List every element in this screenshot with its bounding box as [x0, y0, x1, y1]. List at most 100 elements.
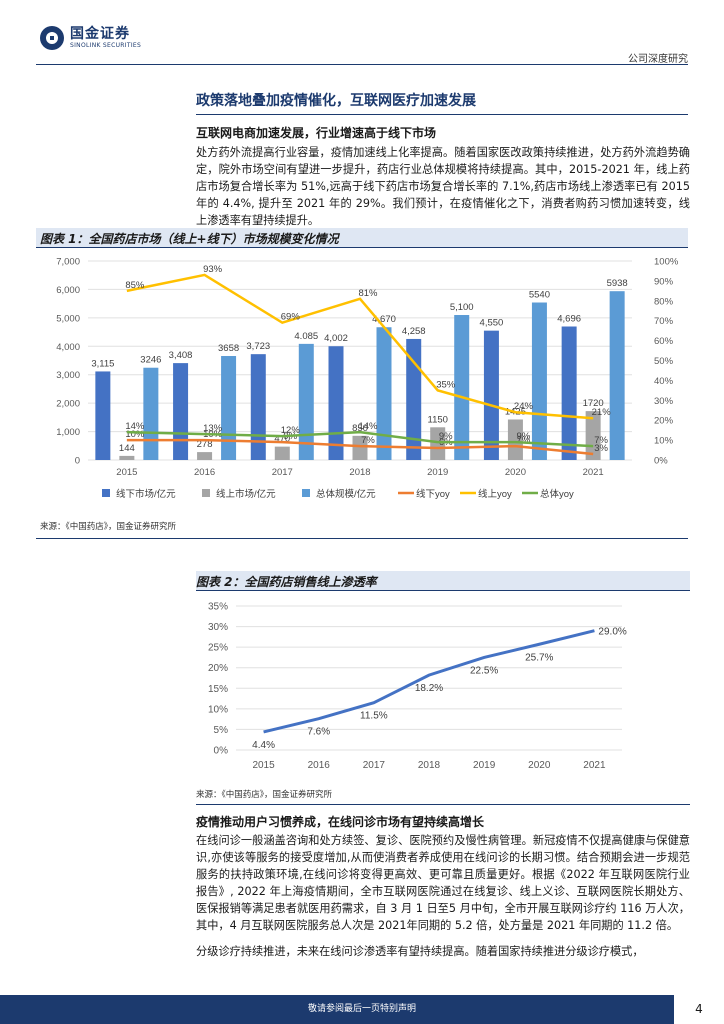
legend-swatch — [102, 489, 110, 497]
paragraph-2: 在线问诊一般涵盖咨询和处方续签、复诊、医院预约及慢性病管理。新冠疫情不仅提高健康… — [196, 834, 690, 932]
figure-1-chart: 0 1,000 2,000 3,000 4,000 5,000 6,000 7,000 0% 10… — [56, 257, 679, 501]
bar — [609, 291, 625, 460]
y2-tick-label: 40% — [654, 376, 674, 387]
bar — [406, 338, 422, 460]
bar-value-label: 3,115 — [91, 358, 114, 369]
bar — [197, 452, 213, 460]
bar-value-label: 3658 — [218, 343, 239, 354]
bar — [585, 411, 601, 460]
footer-disclaimer-link[interactable]: 敬请参阅最后一页特别声明 — [307, 1004, 416, 1014]
section-divider — [196, 114, 688, 115]
y2-tick-label: 60% — [654, 336, 674, 347]
line-value-label: 7% — [517, 435, 531, 446]
y-tick-label: 0% — [214, 746, 229, 757]
figure-2-chart: 0% 5% 10% 15% 20% 25% 30% 35% 2015 2016 2017 2018 20… — [208, 602, 627, 772]
logo-icon — [40, 26, 64, 50]
bar-value-label: 5,100 — [450, 302, 474, 313]
bar — [95, 371, 111, 460]
legend-label: 线上yoy — [478, 488, 512, 500]
bar-value-label: 4.085 — [294, 331, 318, 342]
bar — [298, 343, 314, 460]
y2-tick-label: 10% — [654, 436, 674, 447]
x-tick-label: 2018 — [349, 467, 370, 478]
bar-value-label: 4,670 — [372, 314, 396, 325]
bar — [221, 356, 237, 460]
y2-tick-label: 100% — [654, 257, 679, 268]
x-tick-label: 2016 — [194, 467, 215, 478]
x-tick-label: 2020 — [528, 760, 551, 771]
x-tick-label: 2019 — [473, 760, 496, 771]
legend-label: 总体yoy — [540, 488, 574, 500]
bar — [328, 346, 344, 460]
data-label: 4.4% — [252, 740, 275, 751]
y-tick-label: 6,000 — [56, 285, 80, 296]
line-value-label: 9% — [439, 431, 453, 442]
y-tick-label: 10% — [208, 704, 228, 715]
figure-1-title-bar — [36, 228, 688, 248]
data-label: 11.5% — [360, 711, 388, 722]
x-tick-label: 2021 — [583, 467, 604, 478]
header-divider — [36, 64, 688, 65]
figure-1-source-rule — [36, 538, 688, 539]
y-tick-label: 1,000 — [56, 427, 80, 438]
x-tick-label: 2020 — [505, 467, 526, 478]
bar — [274, 446, 290, 460]
footer-bar — [0, 995, 724, 1024]
y-tick-label: 5% — [214, 725, 229, 736]
x-tick-label: 2017 — [272, 467, 293, 478]
line-value-label: 35% — [436, 379, 456, 390]
subsection-title-1: 互联网电商加速发展，行业增速高于线下市场 — [196, 126, 437, 140]
bar — [250, 354, 266, 460]
y-tick-label: 5,000 — [56, 313, 80, 324]
figure-1-source: 来源：《中国药店》，国金证券研究所 — [40, 522, 177, 532]
bar — [430, 427, 446, 460]
bar — [561, 326, 577, 460]
data-label: 7.6% — [307, 727, 330, 738]
x-tick-label: 2017 — [363, 760, 386, 771]
line-value-label: 24% — [514, 401, 534, 412]
bar — [143, 367, 159, 460]
figure-2-source: 来源：《中国药店》，国金证券研究所 — [196, 790, 333, 800]
bar-value-label: 1720 — [583, 398, 604, 409]
bar-value-label: 144 — [119, 443, 135, 454]
y-tick-label: 2,000 — [56, 399, 80, 410]
line-value-label: 21% — [592, 407, 612, 418]
bar-value-label: 5938 — [607, 278, 628, 289]
y-tick-label: 15% — [208, 684, 228, 695]
section-title: 政策落地叠加疫情催化，互联网医疗加速发展 — [196, 93, 476, 109]
bar-value-label: 470 — [274, 434, 290, 445]
x-tick-label: 2015 — [116, 467, 137, 478]
y2-tick-label: 90% — [654, 276, 674, 287]
y2-tick-label: 80% — [654, 296, 674, 307]
bar-value-label: 278 — [197, 439, 213, 450]
legend-label: 线下yoy — [416, 488, 450, 500]
subsection-title-2: 疫情推动用户习惯养成，在线问诊市场有望持续高增长 — [196, 815, 485, 829]
y2-tick-label: 30% — [654, 396, 674, 407]
x-tick-label: 2021 — [583, 760, 606, 771]
bar-value-label: 4,696 — [557, 313, 581, 324]
penetration-line — [263, 629, 595, 734]
bar-value-label: 3246 — [140, 355, 161, 366]
series-line — [126, 273, 594, 420]
bar — [119, 455, 135, 460]
series-line — [126, 438, 594, 456]
legend-swatch — [202, 489, 210, 497]
legend-label: 线上市场/亿元 — [216, 488, 276, 500]
figure-2-source-rule — [196, 804, 690, 805]
x-tick-label: 2016 — [308, 760, 331, 771]
bar-value-label: 4,002 — [324, 333, 348, 344]
y2-tick-label: 0% — [654, 456, 668, 467]
line-value-label: 7% — [361, 435, 375, 446]
page-number: 4 — [674, 995, 724, 1024]
figure-1-title: 图表 1：全国药店市场（线上+线下）市场规模变化情况 — [40, 232, 339, 246]
y-tick-label: 25% — [208, 643, 228, 654]
y2-tick-label: 70% — [654, 316, 674, 327]
line-value-label: 14% — [125, 421, 145, 432]
bar — [173, 363, 189, 460]
y-tick-label: 20% — [208, 663, 228, 674]
y-tick-label: 0 — [75, 456, 80, 467]
paragraph-3: 分级诊疗持续推进，未来在线问诊渗透率有望持续提高。随着国家持续推进分级诊疗模式， — [196, 945, 644, 958]
data-label: 22.5% — [470, 665, 498, 676]
x-tick-label: 2015 — [252, 760, 275, 771]
y-tick-label: 3,000 — [56, 370, 80, 381]
